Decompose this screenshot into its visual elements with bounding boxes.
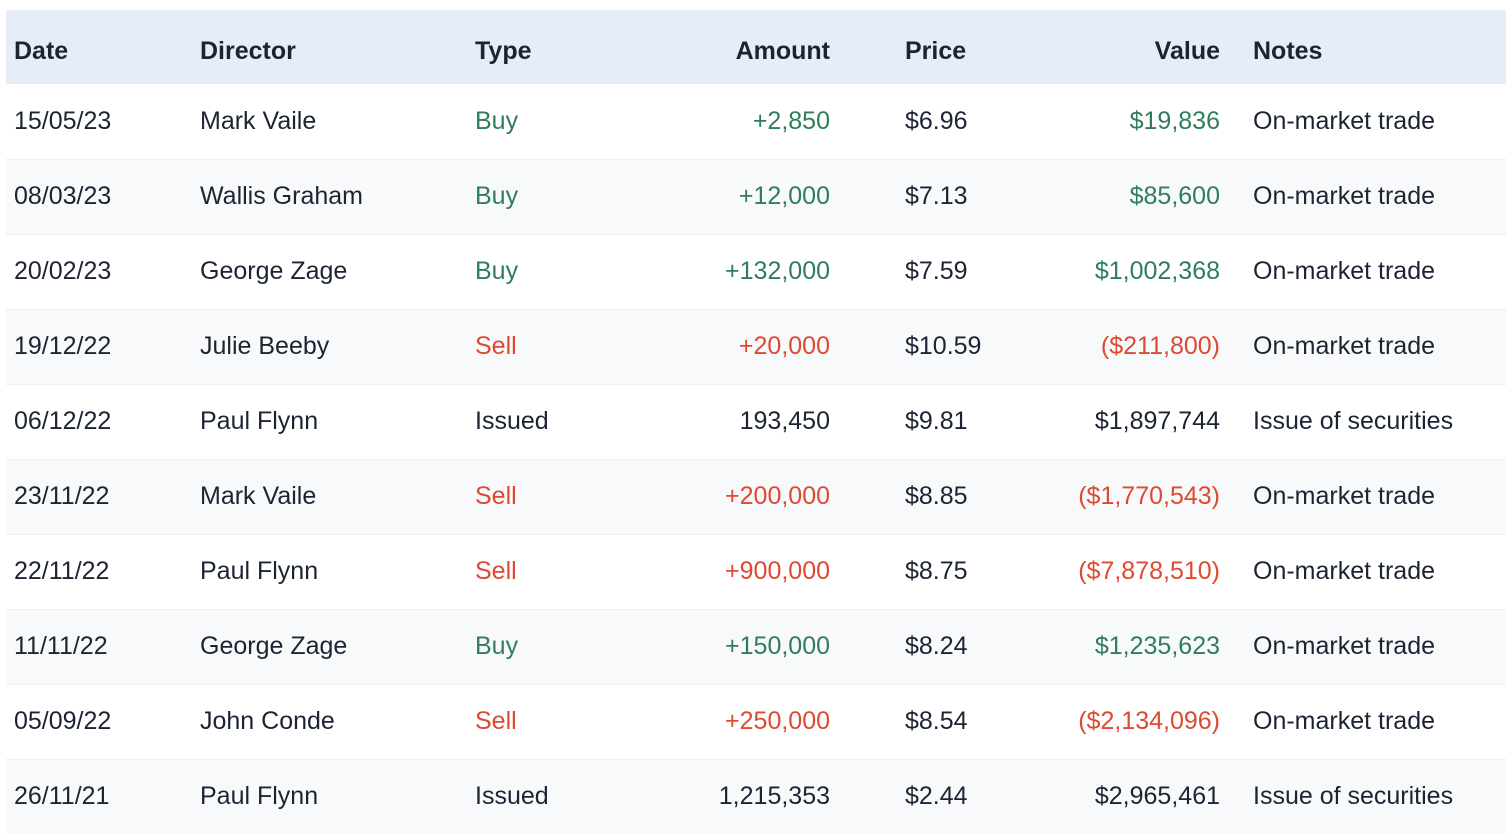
cell-amount: 193,450: [640, 383, 830, 459]
cell-price: $8.54: [830, 683, 1000, 759]
cell-amount: +150,000: [640, 608, 830, 684]
cell-director: Mark Vaile: [200, 106, 317, 135]
cell-director: Wallis Graham: [200, 158, 475, 234]
table-row: 15/05/23 Mark Vaile Buy +2,850 $6.96 $19…: [6, 84, 1506, 159]
table-row: 11/11/22 George Zage Buy +150,000 $8.24 …: [6, 608, 1506, 684]
cell-type: Sell: [475, 683, 640, 759]
cell-value: ($1,770,543): [1000, 458, 1220, 534]
cell-director: George Zage: [200, 233, 475, 309]
cell-price: $10.59: [830, 308, 1000, 384]
cell-amount: +200,000: [640, 458, 830, 534]
cell-value: $19,836: [1129, 106, 1220, 135]
cell-notes: Issue of securities: [1220, 758, 1506, 834]
cell-value: $1,235,623: [1000, 608, 1220, 684]
table-body: 15/05/23 Mark Vaile Buy +2,850 $6.96 $19…: [6, 84, 1506, 834]
cell-price: $7.59: [830, 233, 1000, 309]
cell-director: Julie Beeby: [200, 308, 475, 384]
cell-date: 19/12/22: [6, 308, 200, 384]
cell-value: ($2,134,096): [1000, 683, 1220, 759]
cell-date: 26/11/21: [6, 758, 200, 834]
cell-value: $1,897,744: [1000, 383, 1220, 459]
cell-notes: On-market trade: [1220, 683, 1506, 759]
cell-director: Paul Flynn: [200, 533, 475, 609]
column-header-director: Director: [200, 10, 475, 84]
cell-date: 20/02/23: [6, 233, 200, 309]
cell-value: $1,002,368: [1000, 233, 1220, 309]
cell-amount: +20,000: [640, 308, 830, 384]
table-row: 23/11/22 Mark Vaile Sell +200,000 $8.85 …: [6, 458, 1506, 534]
cell-date: 11/11/22: [6, 608, 200, 684]
cell-director: Mark Vaile: [200, 458, 475, 534]
cell-price: $2.44: [830, 758, 1000, 834]
table-row: 19/12/22 Julie Beeby Sell +20,000 $10.59…: [6, 308, 1506, 384]
cell-value: $85,600: [1000, 158, 1220, 234]
cell-date: 23/11/22: [6, 458, 200, 534]
cell-notes: Issue of securities: [1220, 383, 1506, 459]
column-header-amount: Amount: [640, 10, 830, 84]
cell-date: 05/09/22: [6, 683, 200, 759]
table-row: 06/12/22 Paul Flynn Issued 193,450 $9.81…: [6, 383, 1506, 459]
table-row: 20/02/23 George Zage Buy +132,000 $7.59 …: [6, 233, 1506, 309]
cell-type: Sell: [475, 533, 640, 609]
cell-date: 22/11/22: [6, 533, 200, 609]
cell-type: Buy: [475, 233, 640, 309]
table-header-row: Date Director Type Amount Price Value No…: [6, 10, 1506, 84]
cell-amount: +900,000: [640, 533, 830, 609]
cell-notes: On-market trade: [1220, 233, 1506, 309]
cell-price: $8.75: [830, 533, 1000, 609]
cell-date: 08/03/23: [6, 158, 200, 234]
cell-type: Buy: [475, 106, 519, 135]
cell-type: Issued: [475, 758, 640, 834]
cell-value: ($7,878,510): [1000, 533, 1220, 609]
cell-type: Buy: [475, 158, 640, 234]
cell-director: John Conde: [200, 683, 475, 759]
cell-type: Sell: [475, 308, 640, 384]
column-header-price: Price: [830, 10, 1000, 84]
cell-amount: 1,215,353: [640, 758, 830, 834]
cell-amount: +132,000: [640, 233, 830, 309]
cell-price: $8.24: [830, 608, 1000, 684]
cell-value: ($211,800): [1000, 308, 1220, 384]
cell-value: $2,965,461: [1000, 758, 1220, 834]
cell-director: Paul Flynn: [200, 758, 475, 834]
cell-type: Sell: [475, 458, 640, 534]
cell-date: 15/05/23: [14, 106, 112, 135]
cell-notes: On-market trade: [1220, 458, 1506, 534]
cell-price: $9.81: [830, 383, 1000, 459]
cell-type: Issued: [475, 383, 640, 459]
cell-notes: On-market trade: [1220, 533, 1506, 609]
cell-notes: On-market trade: [1220, 308, 1506, 384]
cell-price: $8.85: [830, 458, 1000, 534]
director-transactions-table: Date Director Type Amount Price Value No…: [6, 10, 1506, 834]
cell-notes: On-market trade: [1220, 158, 1506, 234]
cell-notes: On-market trade: [1220, 608, 1506, 684]
column-header-type: Type: [475, 10, 640, 84]
column-header-value: Value: [1000, 10, 1220, 84]
column-header-date: Date: [6, 10, 200, 84]
table-header: Date Director Type Amount Price Value No…: [6, 10, 1506, 84]
cell-date: 06/12/22: [6, 383, 200, 459]
cell-amount: +12,000: [640, 158, 830, 234]
table-row: 22/11/22 Paul Flynn Sell +900,000 $8.75 …: [6, 533, 1506, 609]
cell-notes: On-market trade: [1253, 106, 1436, 135]
cell-amount: +2,850: [752, 106, 830, 135]
cell-director: Paul Flynn: [200, 383, 475, 459]
table-row: 05/09/22 John Conde Sell +250,000 $8.54 …: [6, 683, 1506, 759]
cell-director: George Zage: [200, 608, 475, 684]
transactions-table: Date Director Type Amount Price Value No…: [6, 10, 1506, 834]
cell-price: $6.96: [905, 106, 968, 135]
cell-type: Buy: [475, 608, 640, 684]
cell-amount: +250,000: [640, 683, 830, 759]
column-header-notes: Notes: [1220, 10, 1506, 84]
cell-price: $7.13: [830, 158, 1000, 234]
table-row: 26/11/21 Paul Flynn Issued 1,215,353 $2.…: [6, 758, 1506, 834]
table-row: 08/03/23 Wallis Graham Buy +12,000 $7.13…: [6, 158, 1506, 234]
